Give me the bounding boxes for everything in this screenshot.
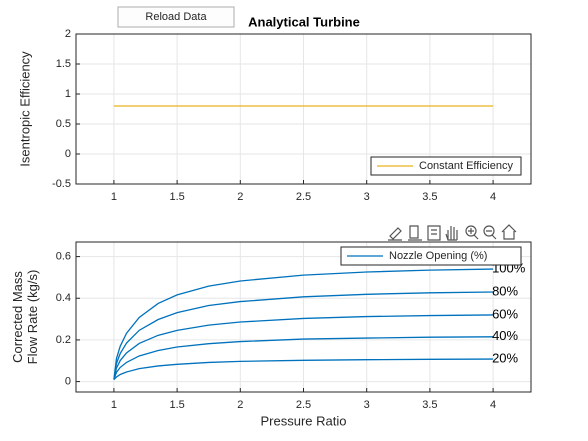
series-line [113, 314, 494, 380]
legend-box [340, 246, 522, 266]
x-tick-label: 2.5 [296, 191, 311, 203]
y-axis-label: Isentropic Efficiency [17, 51, 32, 167]
x-tick-label: 3 [364, 191, 370, 203]
brush-icon[interactable] [388, 227, 402, 241]
y-tick-label: 1 [65, 88, 71, 100]
y-tick-label: 0.5 [56, 118, 71, 130]
zoom-in-handle[interactable] [468, 228, 479, 240]
datatip-icon[interactable] [408, 225, 422, 241]
x-tick-label: 1.5 [169, 399, 184, 411]
zoom-out-handle[interactable] [486, 230, 497, 240]
x-tick-label: 2 [237, 191, 243, 203]
legend: Nozzle Opening (%) [340, 246, 522, 266]
button-label[interactable]: Reload Data [145, 11, 207, 23]
y-tick-label: 0.6 [56, 250, 71, 262]
x-tick-label: 3 [364, 399, 370, 411]
x-tick-label: 4 [490, 191, 496, 203]
series-line [113, 358, 494, 380]
x-tick-label: 1.5 [169, 191, 184, 203]
series-line [113, 291, 494, 380]
x-tick-label: 4 [490, 399, 496, 411]
legend-label: Nozzle Opening (%) [389, 250, 487, 262]
series-label: 40% [492, 328, 518, 343]
zoom-out-icon[interactable] [483, 225, 495, 237]
x-tick-label: 2.5 [296, 399, 311, 411]
y-tick-label: 0 [65, 375, 71, 387]
y-tick-label: 1.5 [56, 58, 71, 70]
home-icon[interactable] [501, 224, 517, 240]
series-line [113, 268, 494, 380]
series-line [113, 336, 494, 380]
zoom-in-icon[interactable] [465, 225, 477, 237]
y-axis-label: Flow Rate (kg/s) [25, 270, 40, 365]
x-tick-label: 1 [111, 399, 117, 411]
x-tick-label: 2 [237, 399, 243, 411]
legend-box [370, 156, 522, 176]
pan-icon[interactable] [445, 226, 458, 241]
series-label: 20% [492, 351, 518, 366]
button-frame[interactable] [117, 6, 235, 28]
y-tick-label: 2 [65, 28, 71, 40]
series-label: 60% [492, 306, 518, 321]
x-axis-label: Pressure Ratio [261, 413, 347, 428]
legend: Constant Efficiency [370, 156, 522, 176]
chart-title: Analytical Turbine [248, 14, 360, 29]
axes-box [75, 33, 532, 185]
y-tick-label: 0.4 [56, 292, 71, 304]
x-tick-label: 1 [111, 191, 117, 203]
y-tick-label: -0.5 [52, 178, 71, 190]
y-tick-label: 0 [65, 148, 71, 160]
axes-box [75, 241, 532, 393]
series-label: 80% [492, 283, 518, 298]
y-tick-label: 0.2 [56, 334, 71, 346]
x-tick-label: 3.5 [422, 191, 437, 203]
toolbar[interactable] [388, 224, 517, 241]
export-icon[interactable] [427, 225, 441, 241]
legend-label: Constant Efficiency [419, 160, 513, 172]
x-tick-label: 3.5 [422, 399, 437, 411]
y-axis-label: Corrected Mass [10, 271, 25, 363]
reload-button[interactable]: Reload Data [117, 6, 235, 28]
